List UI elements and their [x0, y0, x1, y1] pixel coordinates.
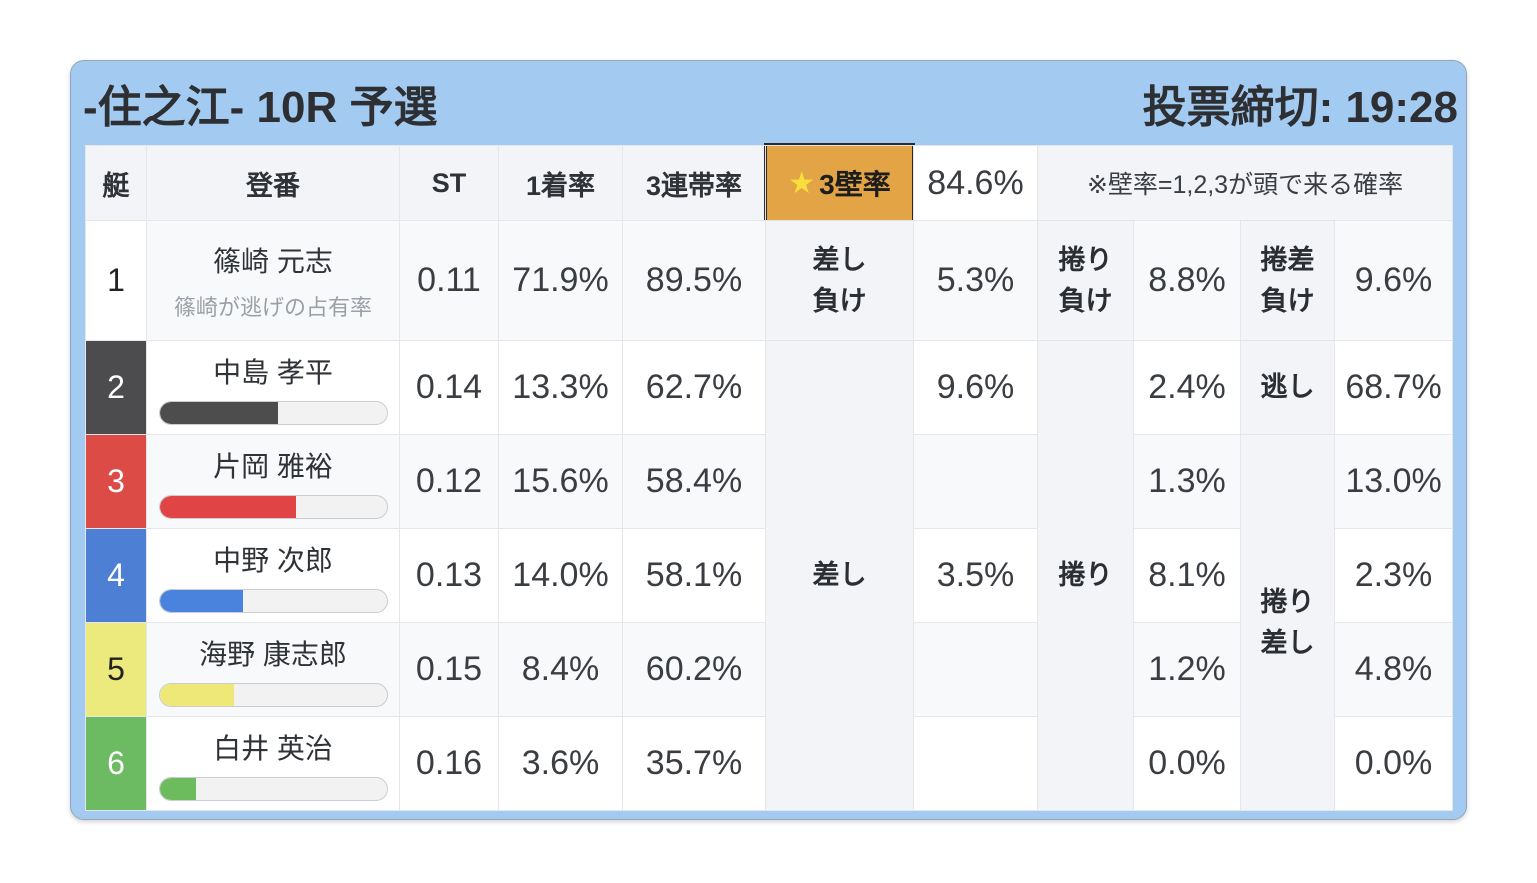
table-header-row: 艇 登番 ST 1着率 3連帯率 ★ 3壁率 84.6% ※壁率=1,2,3が頭で…: [85, 143, 1454, 223]
racer-row: 2 中島 孝平 0.14 13.3% 62.7% 差し 9.6% 捲り 2.4%…: [85, 340, 1454, 811]
outcome-value-makuri: 1.3%: [1133, 434, 1241, 529]
first-rate-value: 8.4%: [498, 622, 623, 717]
racer-bar-fill: [159, 495, 296, 518]
top3-rate-value: 62.7%: [622, 340, 766, 435]
outcome-value-makuri: 2.4%: [1133, 340, 1241, 435]
boat-number-cell: 4: [85, 528, 147, 623]
first-rate-value: 15.6%: [498, 434, 623, 529]
outcome-label-makuri: 捲り: [1037, 340, 1134, 811]
st-value: 0.11: [399, 220, 499, 341]
boat-number-cell: 5: [85, 622, 147, 717]
top3-rate-value: 60.2%: [622, 622, 766, 717]
outcome-value-makuri: 8.1%: [1133, 528, 1241, 623]
racer-name: 中島 孝平: [213, 356, 333, 388]
top3-rate-value: 89.5%: [622, 220, 766, 341]
st-value: 0.13: [399, 528, 499, 623]
outcome-label-sashi: 差し: [765, 340, 914, 811]
outcome-label-nogashi: 逃し: [1240, 340, 1335, 435]
first-rate-value: 71.9%: [498, 220, 623, 341]
racer-cell: 中野 次郎: [146, 528, 400, 623]
outcome-label-makuri-make: 捲り 負け: [1037, 220, 1134, 341]
st-value: 0.16: [399, 716, 499, 811]
first-rate-value: 13.3%: [498, 340, 623, 435]
outcome-label-sashi-make: 差し 負け: [765, 220, 914, 341]
outcome-value-third: 13.0%: [1333, 434, 1454, 529]
top3-rate-value: 58.1%: [622, 528, 766, 623]
race-card: -住之江- 10R 予選 投票締切: 19:28 艇 登番 ST 1着率 3連帯…: [70, 60, 1467, 820]
racer-name: 海野 康志郎: [199, 638, 347, 670]
col-racer: 登番: [146, 145, 400, 221]
top3-rate-value: 35.7%: [622, 716, 766, 811]
racer-bar-track: [158, 776, 388, 801]
racer-bar-track: [158, 494, 388, 519]
racer-bar-track: [158, 588, 388, 613]
wall-rate-note: ※壁率=1,2,3が頭で来る確率: [1036, 145, 1454, 221]
outcome-value-third: 4.8%: [1333, 622, 1454, 717]
racer-bar-fill: [159, 777, 196, 800]
vote-deadline: 投票締切: 19:28: [1142, 83, 1458, 132]
racer-row: 1 篠崎 元志 篠崎が逃げの占有率 0.11 71.9% 89.5% 差し 負け…: [85, 220, 1454, 341]
wall-rate-label: 3壁率: [819, 169, 891, 200]
outcome-value-sashi: [913, 716, 1038, 811]
racer-bar-track: [158, 682, 388, 707]
racer-name: 中野 次郎: [213, 544, 333, 576]
racer-bar-fill: [159, 401, 278, 424]
first-rate-value: 3.6%: [498, 716, 623, 811]
boat-number-cell: 1: [85, 220, 147, 341]
outcome-value-sashi: [913, 622, 1038, 717]
racer-bar-fill: [159, 589, 244, 612]
boat-number-cell: 2: [85, 340, 147, 435]
outcome-label-makurizashi: 捲り 差し: [1240, 434, 1335, 811]
col-top3-rate: 3連帯率: [622, 145, 766, 221]
racer-cell: 片岡 雅裕: [146, 434, 400, 529]
outcome-value-third: 2.3%: [1333, 528, 1454, 623]
outcome-value-sashi: 9.6%: [913, 340, 1038, 435]
col-st: ST: [399, 145, 499, 221]
boat-number-cell: 6: [85, 716, 147, 811]
racer-name: 篠崎 元志: [213, 245, 333, 277]
outcome-value-makuri-make: 8.8%: [1133, 220, 1241, 341]
outcome-value-sashi: 3.5%: [913, 528, 1038, 623]
st-value: 0.14: [399, 340, 499, 435]
racer-cell: 篠崎 元志 篠崎が逃げの占有率: [146, 220, 400, 341]
racer-cell: 中島 孝平: [146, 340, 400, 435]
wall-rate-chip[interactable]: ★ 3壁率: [764, 143, 915, 223]
racer-row: 4 中野 次郎 0.13 14.0% 58.1% 3.5% 8.1% 2.3%: [85, 528, 1454, 623]
outcome-value-makuri: 1.2%: [1133, 622, 1241, 717]
outcome-value-third: 0.0%: [1333, 716, 1454, 811]
wall-rate-value: 84.6%: [913, 145, 1038, 221]
st-value: 0.12: [399, 434, 499, 529]
racer-row: 5 海野 康志郎 0.15 8.4% 60.2% 1.2% 4.8%: [85, 622, 1454, 717]
star-icon: ★: [788, 166, 816, 200]
outcome-value-makurizashi-make: 9.6%: [1333, 220, 1454, 341]
outcome-value-makuri: 0.0%: [1133, 716, 1241, 811]
outcome-label-makurizashi-make: 捲差 負け: [1240, 220, 1335, 341]
col-boat: 艇: [85, 145, 147, 221]
racer-bar-track: [158, 400, 388, 425]
col-first-rate: 1着率: [498, 145, 623, 221]
racer-row: 3 片岡 雅裕 0.12 15.6% 58.4% 1.3% 捲り 差し 13.0…: [85, 434, 1454, 811]
racer-sub-label: 篠崎が逃げの占有率: [173, 294, 372, 320]
race-title: -住之江- 10R 予選: [83, 83, 438, 132]
results-table-wrap: 艇 登番 ST 1着率 3連帯率 ★ 3壁率 84.6% ※壁率=1,2,3が頭で…: [85, 143, 1454, 811]
racer-row: 6 白井 英治 0.16 3.6% 35.7% 0.0% 0.0%: [85, 716, 1454, 811]
results-table: 艇 登番 ST 1着率 3連帯率 ★ 3壁率 84.6% ※壁率=1,2,3が頭で…: [85, 143, 1454, 811]
racer-name: 白井 英治: [213, 732, 333, 764]
outcome-value-sashi: [913, 434, 1038, 529]
outcome-value-nogashi: 68.7%: [1333, 340, 1454, 435]
race-header: -住之江- 10R 予選 投票締切: 19:28: [71, 61, 1466, 145]
boat-number-cell: 3: [85, 434, 147, 529]
st-value: 0.15: [399, 622, 499, 717]
top3-rate-value: 58.4%: [622, 434, 766, 529]
racer-cell: 白井 英治: [146, 716, 400, 811]
racer-name: 片岡 雅裕: [213, 450, 333, 482]
racer-cell: 海野 康志郎: [146, 622, 400, 717]
racer-bar-fill: [159, 683, 235, 706]
outcome-value-sashi-make: 5.3%: [913, 220, 1038, 341]
first-rate-value: 14.0%: [498, 528, 623, 623]
